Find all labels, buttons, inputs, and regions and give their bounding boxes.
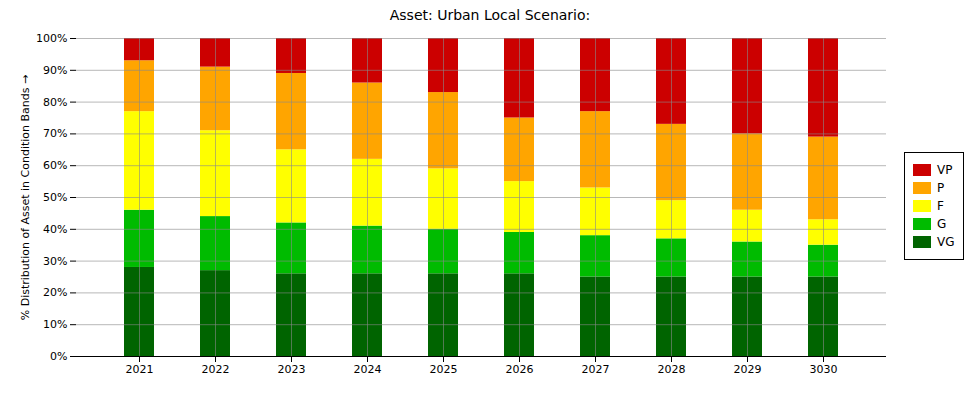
svg-text:2025: 2025: [430, 363, 458, 376]
svg-text:90%: 90%: [43, 64, 67, 77]
svg-text:70%: 70%: [43, 127, 67, 140]
html-text:F: F: [937, 199, 944, 213]
html-text:VG: VG: [937, 235, 955, 249]
svg-text:0%: 0%: [50, 350, 67, 363]
svg-text:2026: 2026: [506, 363, 534, 376]
svg-text:80%: 80%: [43, 96, 67, 109]
svg-text:2029: 2029: [734, 363, 762, 376]
html-text:P: P: [937, 181, 945, 195]
svg-text:50%: 50%: [43, 191, 67, 204]
svg-text:2028: 2028: [658, 363, 686, 376]
html-text:VP: VP: [937, 163, 953, 177]
svg-text:10%: 10%: [43, 318, 67, 331]
svg-text:2023: 2023: [278, 363, 306, 376]
html-text:G: G: [937, 217, 947, 231]
svg-text:3030: 3030: [810, 363, 838, 376]
svg-text:30%: 30%: [43, 255, 67, 268]
html-text:Asset: Urban Local Scenario:: Asset: Urban Local Scenario:: [389, 7, 591, 23]
svg-text:2024: 2024: [354, 363, 382, 376]
svg-text:2021: 2021: [126, 363, 154, 376]
svg-text:40%: 40%: [43, 223, 67, 236]
svg-text:100%: 100%: [36, 32, 67, 45]
svg-text:60%: 60%: [43, 159, 67, 172]
svg-text:2027: 2027: [582, 363, 610, 376]
svg-text:% Distribution of Asset in Con: % Distribution of Asset in Condition Ban…: [19, 75, 32, 320]
svg-text:20%: 20%: [43, 286, 67, 299]
svg-text:2022: 2022: [202, 363, 230, 376]
